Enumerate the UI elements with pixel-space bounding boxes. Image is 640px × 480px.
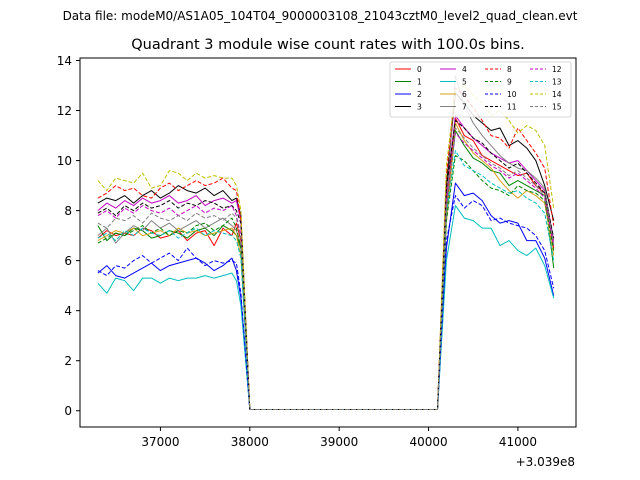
legend-label-0: 0 <box>417 65 422 74</box>
legend-label-9: 9 <box>507 78 512 87</box>
x-tick-label: 37000 <box>141 435 179 449</box>
legend-label-6: 6 <box>462 90 467 99</box>
legend-label-11: 11 <box>507 103 517 112</box>
x-axis-offset-label: +3.039e8 <box>516 455 575 469</box>
legend-label-7: 7 <box>462 103 467 112</box>
legend-label-14: 14 <box>552 90 562 99</box>
legend-label-8: 8 <box>507 65 512 74</box>
y-tick-label: 2 <box>64 354 72 368</box>
y-axis: 0 2 4 6 8 10 12 14 <box>57 54 80 418</box>
legend-label-1: 1 <box>417 78 422 87</box>
legend-label-3: 3 <box>417 103 422 112</box>
legend-label-5: 5 <box>462 78 467 87</box>
series-line-15 <box>97 127 555 410</box>
series-line-12 <box>97 132 555 410</box>
chart-title: Quadrant 3 module wise count rates with … <box>131 37 525 53</box>
y-tick-label: 8 <box>64 204 72 218</box>
legend-label-13: 13 <box>552 78 562 87</box>
legend-label-15: 15 <box>552 103 562 112</box>
plot-area <box>79 57 577 428</box>
legend-label-4: 4 <box>462 65 467 74</box>
y-tick-label: 12 <box>57 104 72 118</box>
y-tick-label: 0 <box>64 404 72 418</box>
x-tick-label: 38000 <box>231 435 269 449</box>
x-tick-label: 41000 <box>499 435 537 449</box>
x-axis: 37000 38000 39000 40000 41000 <box>141 427 537 449</box>
series-line-11 <box>97 120 555 410</box>
legend-label-2: 2 <box>417 90 422 99</box>
data-file-suptitle: Data file: modeM0/AS1A05_104T04_90000031… <box>63 9 578 23</box>
legend-label-10: 10 <box>507 90 517 99</box>
series-layer <box>97 75 555 410</box>
y-tick-label: 6 <box>64 254 72 268</box>
legend-box <box>389 61 572 118</box>
y-tick-label: 4 <box>64 304 72 318</box>
plot-frame <box>79 57 577 428</box>
y-tick-label: 10 <box>57 154 72 168</box>
y-tick-label: 14 <box>57 54 72 68</box>
x-tick-label: 39000 <box>320 435 358 449</box>
x-tick-label: 40000 <box>409 435 447 449</box>
legend-label-12: 12 <box>552 65 562 74</box>
